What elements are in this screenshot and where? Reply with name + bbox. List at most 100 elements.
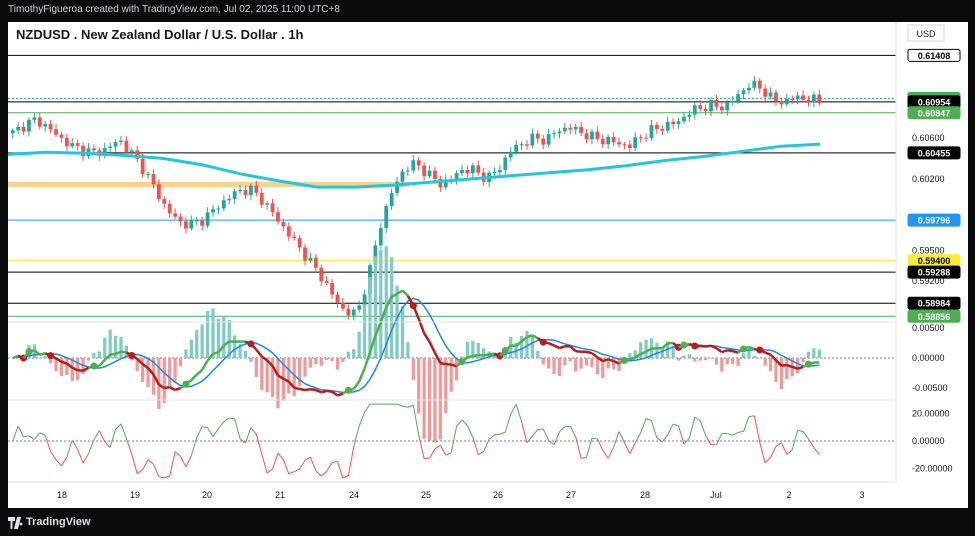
candle-body[interactable] [37,117,42,127]
candle-body[interactable] [194,220,199,222]
candle-body[interactable] [21,126,26,132]
candle-body[interactable] [384,206,389,229]
candle-body[interactable] [476,165,481,173]
candle-body[interactable] [698,105,703,109]
candle-body[interactable] [238,189,242,192]
candle-body[interactable] [552,133,556,135]
candle-body[interactable] [308,257,313,261]
candle-body[interactable] [48,124,53,130]
candle-body[interactable] [606,136,611,145]
candle-body[interactable] [254,185,259,193]
candle-body[interactable] [259,192,264,205]
candle-body[interactable] [660,129,665,131]
candle-body[interactable] [297,238,302,248]
moving-average-line[interactable] [7,142,821,189]
candle-body[interactable] [270,203,275,213]
candle-body[interactable] [276,212,280,222]
candle-body[interactable] [54,129,58,135]
candle-body[interactable] [573,126,578,130]
candle-body[interactable] [129,150,134,153]
candle-body[interactable] [319,267,324,282]
candle-body[interactable] [584,133,589,140]
candle-body[interactable] [719,106,724,111]
candle-body[interactable] [627,144,632,149]
candle-body[interactable] [725,102,730,111]
candle-body[interactable] [248,185,253,196]
candle-body[interactable] [595,131,600,139]
candle-body[interactable] [227,198,232,201]
candle-body[interactable] [184,221,188,229]
candle-body[interactable] [10,130,15,134]
candle-body[interactable] [562,127,567,132]
candle-body[interactable] [400,171,405,182]
candle-body[interactable] [243,189,248,196]
candle-body[interactable] [535,133,540,139]
candle-body[interactable] [768,92,773,97]
candle-body[interactable] [774,92,778,102]
candle-body[interactable] [779,101,784,105]
candle-body[interactable] [189,220,194,229]
candle-body[interactable] [654,125,659,130]
candle-body[interactable] [416,160,421,166]
chart-panel[interactable]: 0.60600 0.60200 0.59500 0.59200 0.61408 0.609… [7,22,968,508]
candle-body[interactable] [757,80,762,89]
candle-body[interactable] [351,309,356,316]
candle-body[interactable] [801,95,805,100]
candle-body[interactable] [460,169,464,174]
candle-body[interactable] [465,169,470,174]
candle-body[interactable] [70,143,75,147]
candle-body[interactable] [346,308,351,316]
candle-body[interactable] [324,281,329,283]
candle-body[interactable] [784,98,789,105]
candle-body[interactable] [709,99,713,112]
candle-body[interactable] [568,127,573,130]
candle-body[interactable] [119,140,123,143]
candle-body[interactable] [167,203,172,214]
candle-body[interactable] [736,94,740,101]
candle-body[interactable] [508,151,513,158]
candle-body[interactable] [433,170,437,180]
candle-body[interactable] [395,181,399,194]
candle-body[interactable] [525,144,529,146]
candle-body[interactable] [638,137,643,139]
candle-body[interactable] [714,99,719,107]
candle-body[interactable] [806,99,811,103]
candle-body[interactable] [703,108,708,112]
candle-body[interactable] [357,305,362,310]
candle-body[interactable] [292,236,297,239]
chart-svg[interactable]: 0.60600 0.60200 0.59500 0.59200 0.61408 0.609… [7,22,968,508]
candle-body[interactable] [162,198,167,204]
candle-body[interactable] [32,117,37,120]
candle-body[interactable] [519,144,524,146]
candle-body[interactable] [146,173,150,175]
candle-body[interactable] [64,137,69,147]
candle-body[interactable] [178,216,183,222]
candle-body[interactable] [221,200,226,209]
candle-body[interactable] [676,121,681,125]
candle-body[interactable] [286,226,291,237]
candle-body[interactable] [389,193,394,207]
candle-body[interactable] [151,173,156,185]
candle-body[interactable] [541,138,546,145]
candle-body[interactable] [622,144,627,146]
candle-body[interactable] [43,124,48,127]
candle-body[interactable] [790,98,795,100]
candle-body[interactable] [687,114,692,117]
candle-body[interactable] [741,90,746,95]
candle-body[interactable] [557,131,562,134]
candle-body[interactable] [102,148,107,156]
candle-body[interactable] [682,116,686,122]
candle-body[interactable] [747,87,751,91]
candle-body[interactable] [124,140,129,153]
candle-body[interactable] [265,203,270,205]
candle-body[interactable] [503,157,508,171]
candle-body[interactable] [752,80,757,88]
candle-body[interactable] [313,257,318,268]
candle-body[interactable] [692,105,697,115]
candle-body[interactable] [600,138,605,145]
candle-body[interactable] [633,137,638,149]
candle-body[interactable] [590,131,594,140]
candle-body[interactable] [108,146,113,149]
candle-body[interactable] [644,137,648,139]
candle-body[interactable] [362,294,367,306]
